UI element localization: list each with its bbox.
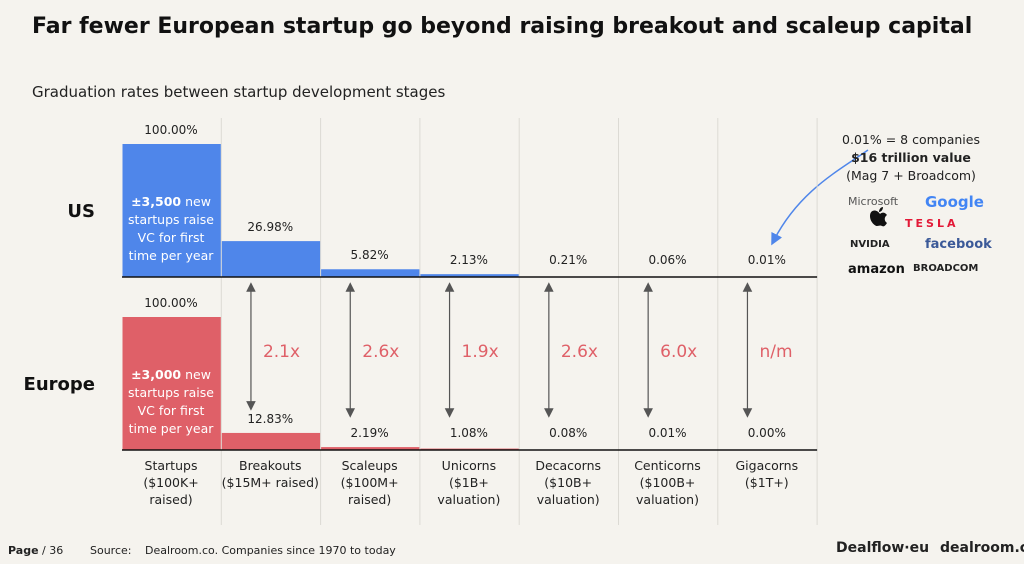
note-bold: ±3,000 (131, 367, 182, 382)
ratio-label: 2.6x (362, 342, 400, 362)
value-label: 26.98% (247, 220, 294, 235)
callout-arrow (771, 149, 869, 246)
page-total: / 36 (42, 544, 64, 557)
x-tick-label: Breakouts ($15M+ raised) (221, 458, 319, 490)
value-label: 100.00% (144, 296, 198, 310)
x-tick-label: Gigacorns ($1T+) (735, 458, 799, 490)
brand: Dealflow·eu (836, 540, 930, 556)
row-label: US (67, 201, 95, 222)
bar (321, 269, 420, 277)
subtitle: Graduation rates between startup develop… (32, 83, 446, 101)
value-label: 0.06% (648, 253, 687, 267)
title: Far fewer European startup go beyond rai… (32, 14, 973, 39)
note-bold: ±3,500 (131, 194, 182, 209)
bar (420, 274, 519, 277)
ratio-label: n/m (759, 342, 793, 362)
value-label: 2.13% (449, 253, 488, 267)
bar (122, 317, 221, 450)
ratio-label: 2.6x (560, 342, 598, 362)
callout-line: 0.01% = 8 companies (842, 132, 980, 147)
logo: amazon (848, 262, 905, 277)
value-label: 1.08% (449, 426, 488, 440)
value-label: 5.82% (350, 248, 389, 263)
page-label: Page (8, 544, 39, 557)
brand: dealroom.co (940, 540, 1024, 556)
bar (321, 447, 420, 450)
logo: NVIDIA (850, 239, 890, 250)
x-tick-label: Unicorns ($1B+ valuation) (437, 458, 501, 507)
source: Dealroom.co. Companies since 1970 to tod… (145, 544, 396, 557)
logo: BROADCOM (913, 263, 979, 274)
value-label: 0.21% (549, 253, 588, 267)
x-tick-label: Startups ($100K+ raised) (143, 458, 199, 507)
bar-note: ±3,500 new startups raise VC for first t… (123, 193, 219, 265)
value-label: 0.01% (648, 426, 687, 440)
row-label: Europe (23, 374, 95, 395)
value-label: 0.00% (747, 426, 786, 440)
note-text: new startups raise VC for first time per… (128, 194, 214, 263)
x-tick-label: Centicorns ($100B+ valuation) (634, 458, 701, 507)
apple-logo (870, 207, 887, 227)
ratio-label: 1.9x (461, 342, 499, 362)
value-label: 12.83% (247, 411, 294, 426)
value-label: 0.08% (549, 426, 588, 440)
logo: Google (925, 193, 984, 211)
callout-line: $16 trillion value (851, 150, 971, 165)
page-number: Page / 36 (8, 544, 63, 557)
x-tick-label: Decacorns ($10B+ valuation) (535, 458, 602, 507)
logo: TESLA (905, 217, 959, 230)
note-text: new startups raise VC for first time per… (128, 367, 214, 436)
bar (221, 241, 321, 277)
callout: 0.01% = 8 companies $16 trillion value (… (818, 131, 1004, 185)
value-label: 0.01% (747, 253, 786, 267)
value-label: 2.19% (350, 426, 389, 440)
source-label: Source: (90, 544, 132, 557)
logo: facebook (925, 237, 992, 252)
bar (122, 144, 221, 277)
callout-line: (Mag 7 + Broadcom) (846, 168, 976, 183)
ratio-label: 6.0x (660, 342, 698, 362)
bar-note: ±3,000 new startups raise VC for first t… (123, 366, 219, 438)
value-label: 100.00% (144, 123, 198, 137)
bar (221, 432, 321, 450)
ratio-label: 2.1x (262, 342, 301, 362)
logo: Microsoft (848, 195, 899, 208)
x-tick-label: Scaleups ($100M+ raised) (340, 458, 399, 507)
